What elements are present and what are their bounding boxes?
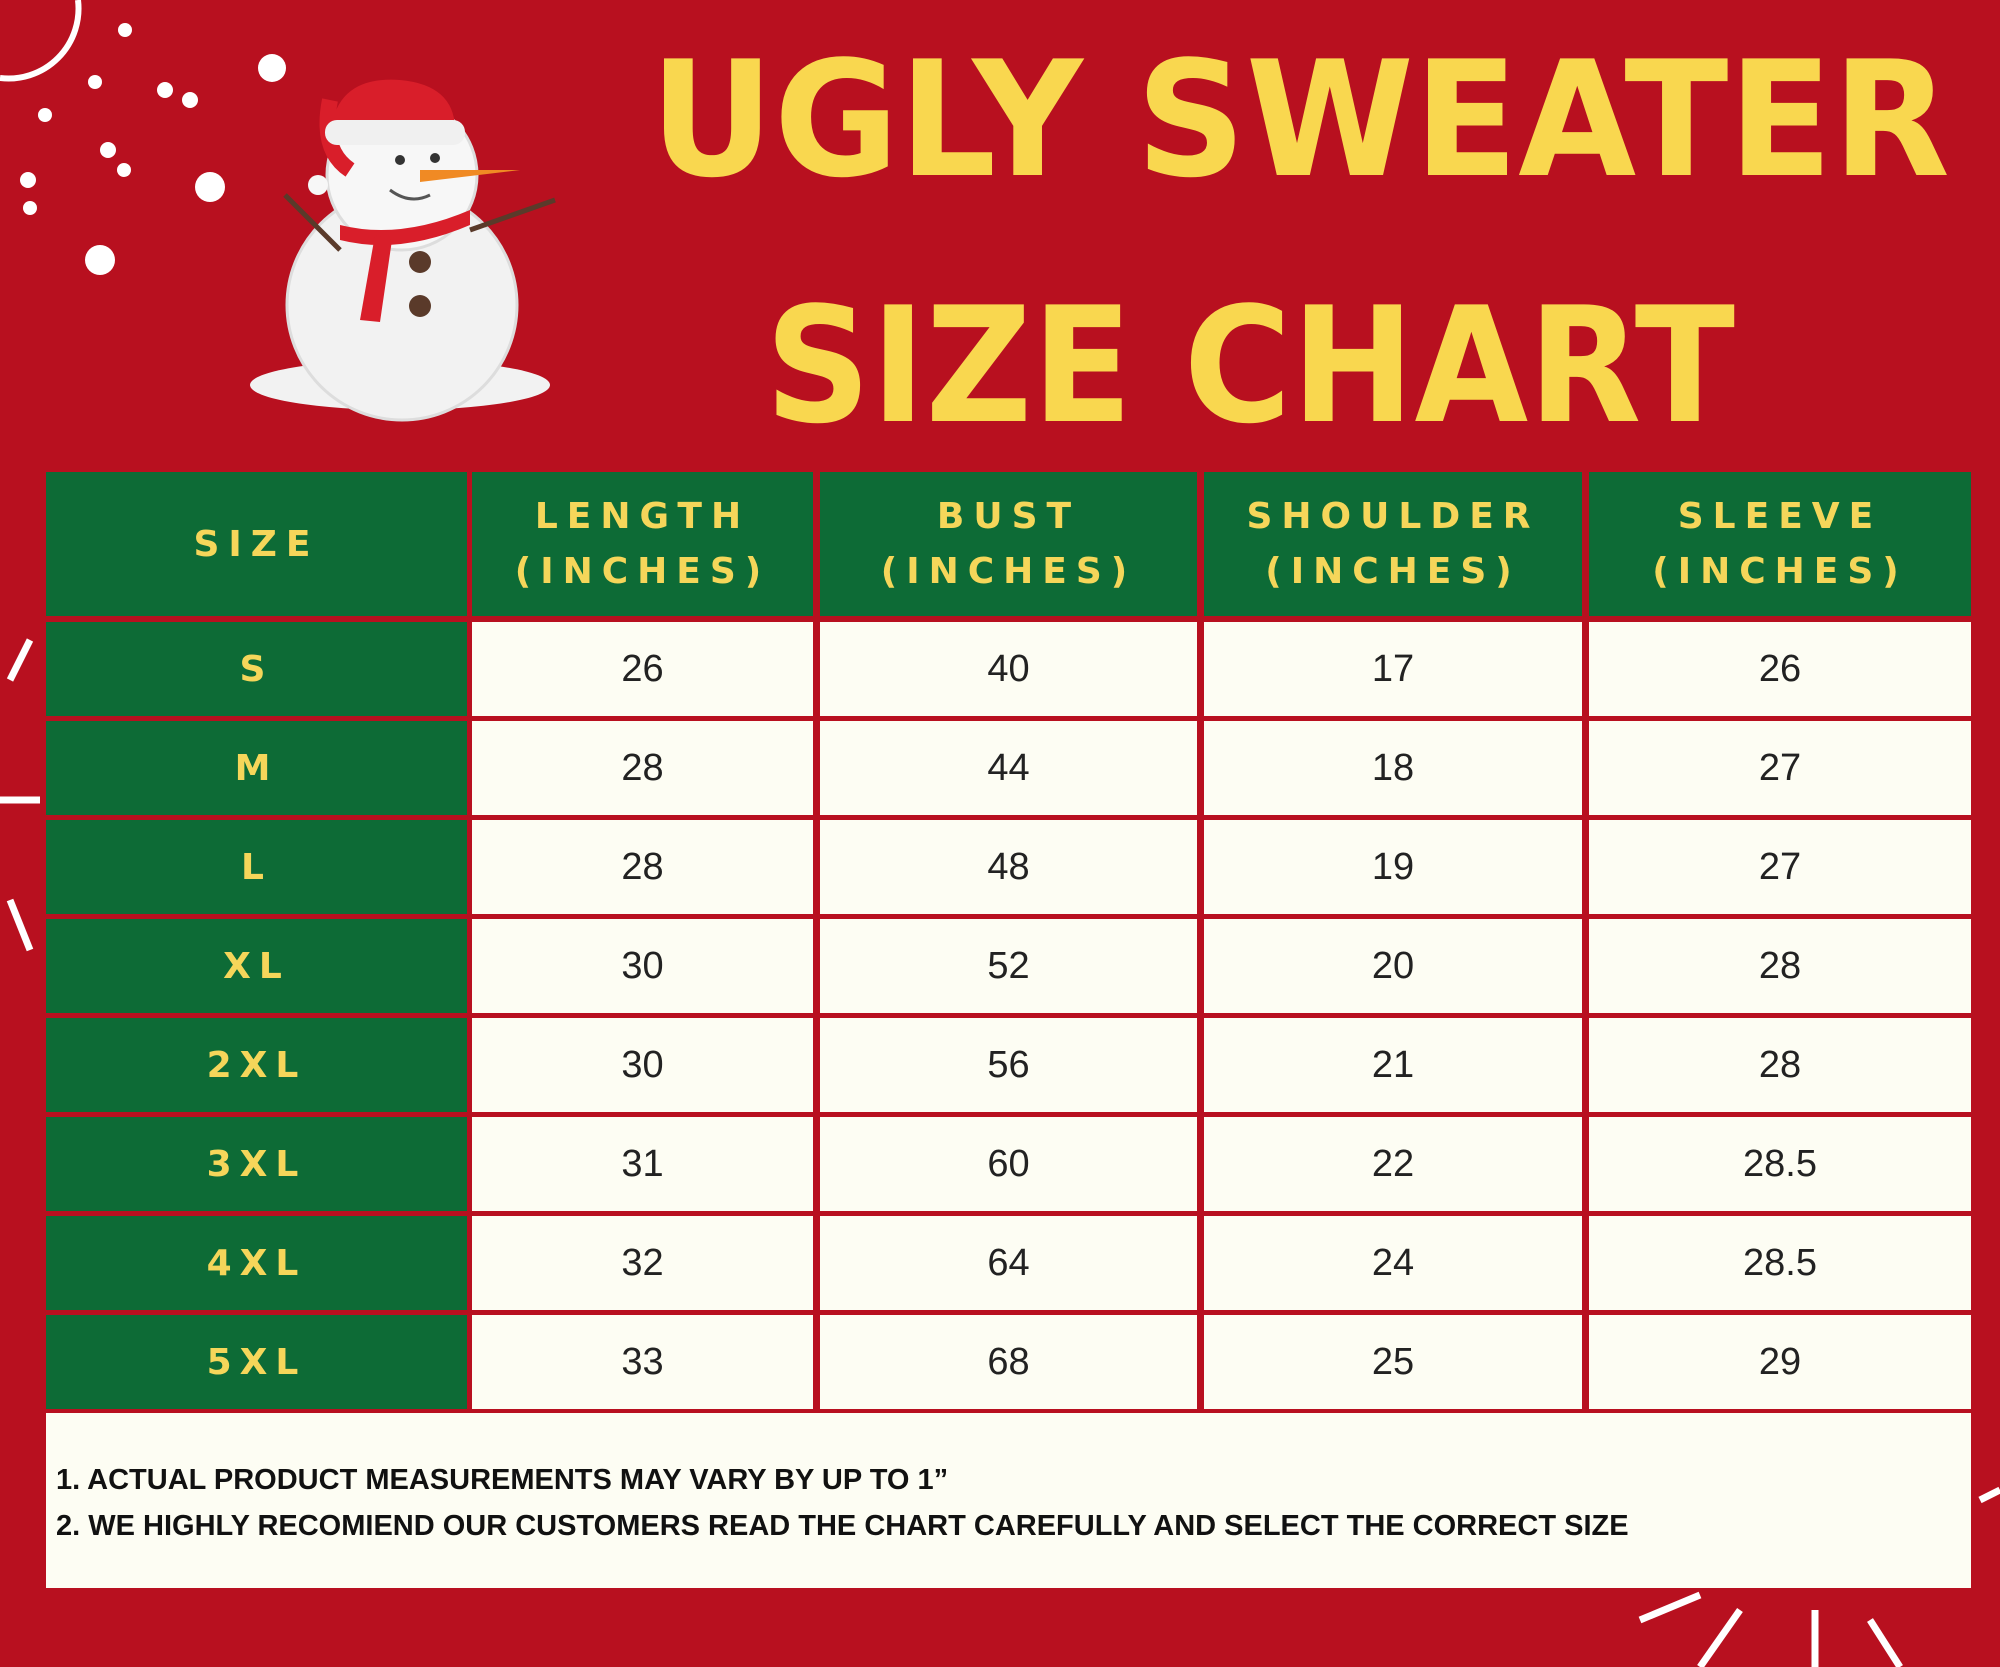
header-text: SLEEVE <box>1677 496 1883 537</box>
header-text: LENGTH <box>534 496 751 537</box>
value-cell: 64 <box>820 1216 1197 1310</box>
value-cell: 68 <box>820 1315 1197 1409</box>
value-cell: 52 <box>820 919 1197 1013</box>
size-cell: 4XL <box>46 1216 467 1310</box>
value-cell: 17 <box>1204 622 1582 716</box>
size-cell: M <box>46 721 467 815</box>
value-cell: 60 <box>820 1117 1197 1211</box>
title: UGLY SWEATER SIZE CHART <box>650 26 1950 459</box>
header-cell: LENGTH (INCHES) <box>472 472 813 616</box>
header-text: (INCHES) <box>1652 551 1908 592</box>
header-cell: BUST (INCHES) <box>820 472 1197 616</box>
header-text: (INCHES) <box>880 551 1137 592</box>
header-text: (INCHES) <box>514 551 771 592</box>
value-cell: 31 <box>472 1117 813 1211</box>
value-cell: 40 <box>820 622 1197 716</box>
header-text: SHOULDER <box>1246 496 1540 537</box>
snow-dots <box>20 23 286 275</box>
note: 1. ACTUAL PRODUCT MEASUREMENTS MAY VARY … <box>56 1464 949 1496</box>
value-cell: 22 <box>1204 1117 1582 1211</box>
snowman <box>250 79 556 422</box>
size-cell: XL <box>46 919 467 1013</box>
size-cell: 3XL <box>46 1117 467 1211</box>
header-text: (INCHES) <box>1265 551 1521 592</box>
value-cell: 56 <box>820 1018 1197 1112</box>
value-cell: 21 <box>1204 1018 1582 1112</box>
value-cell: 26 <box>1589 622 1971 716</box>
notes: 1. ACTUAL PRODUCT MEASUREMENTS MAY VARY … <box>46 1413 1971 1588</box>
value-cell: 28.5 <box>1589 1117 1971 1211</box>
value-cell: 48 <box>820 820 1197 914</box>
value-cell: 29 <box>1589 1315 1971 1409</box>
note: 2. WE HIGHLY RECOMIEND OUR CUSTOMERS REA… <box>56 1510 1629 1542</box>
value-cell: 18 <box>1204 721 1582 815</box>
value-cell: 24 <box>1204 1216 1582 1310</box>
header-cell: SIZE <box>46 472 467 616</box>
value-cell: 26 <box>472 622 813 716</box>
value-cell: 33 <box>472 1315 813 1409</box>
value-cell: 27 <box>1589 721 1971 815</box>
title-line: SIZE CHART <box>765 272 1735 459</box>
header-cell: SHOULDER (INCHES) <box>1204 472 1582 616</box>
value-cell: 19 <box>1204 820 1582 914</box>
header-text: SIZE <box>193 523 320 565</box>
sparkle-lines <box>0 638 2000 1667</box>
value-cell: 30 <box>472 1018 813 1112</box>
value-cell: 25 <box>1204 1315 1582 1409</box>
value-cell: 28 <box>472 721 813 815</box>
size-cell: 5XL <box>46 1315 467 1409</box>
header-cell: SLEEVE (INCHES) <box>1589 472 1971 616</box>
value-cell: 32 <box>472 1216 813 1310</box>
value-cell: 28 <box>1589 919 1971 1013</box>
value-cell: 44 <box>820 721 1197 815</box>
header-text: BUST <box>936 496 1081 537</box>
size-cell: L <box>46 820 467 914</box>
value-cell: 28 <box>472 820 813 914</box>
value-cell: 30 <box>472 919 813 1013</box>
size-cell: 2XL <box>46 1018 467 1112</box>
size-cell: S <box>46 622 467 716</box>
value-cell: 28.5 <box>1589 1216 1971 1310</box>
title-line: UGLY SWEATER <box>650 26 1950 213</box>
value-cell: 20 <box>1204 919 1582 1013</box>
value-cell: 27 <box>1589 820 1971 914</box>
value-cell: 28 <box>1589 1018 1971 1112</box>
